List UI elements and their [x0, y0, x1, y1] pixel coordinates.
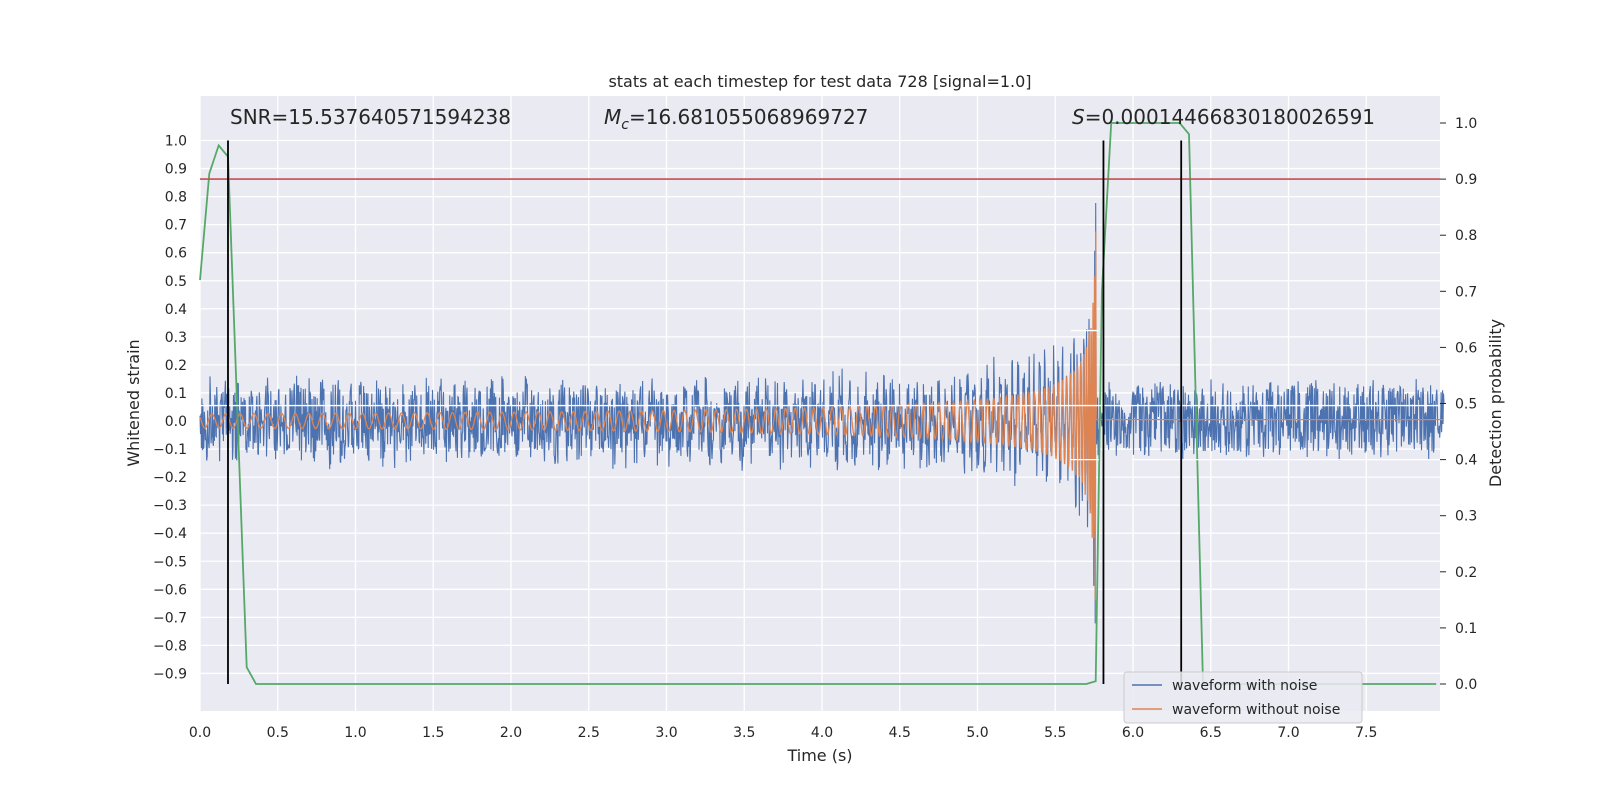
y-axis-label: Whitened strain [124, 339, 143, 466]
y-tick-label-19: −0.9 [153, 666, 187, 682]
probability-line [199, 122, 1437, 685]
y-tick-label-4: 0.6 [165, 246, 187, 262]
x-tick-label-15: 7.5 [1355, 725, 1377, 741]
s-annotation: S=0.00014466830180026591 [1072, 105, 1375, 129]
y-tick-label-1: 0.9 [165, 162, 187, 178]
legend-box [1123, 671, 1363, 724]
x-tick-label-8: 4.0 [811, 725, 833, 741]
x-tick-label-13: 6.5 [1200, 725, 1222, 741]
series-detection-probability [199, 122, 1437, 685]
y2-tick-label-6: 0.4 [1455, 453, 1477, 469]
y2-tick-label-4: 0.6 [1455, 340, 1477, 356]
x-tick-label-11: 5.5 [1044, 725, 1066, 741]
y-axis-ticks: 1.0 0.9 0.8 0.7 0.6 0.5 0.4 0.3 0.2 0.1 0.0 −0.1 −0.… [153, 134, 187, 683]
y-tick-label-0: 1.0 [165, 134, 187, 150]
y2-tick-label-1: 0.9 [1455, 172, 1477, 188]
y-tick-label-6: 0.4 [165, 302, 187, 318]
y-tick-label-7: 0.3 [165, 330, 187, 346]
y-tick-label-9: 0.1 [165, 386, 187, 402]
legend-label-noise: waveform with noise [1172, 678, 1317, 694]
y-tick-label-17: −0.7 [153, 610, 187, 626]
legend-label-clean: waveform without noise [1172, 702, 1340, 718]
x-tick-label-14: 7.0 [1277, 725, 1299, 741]
series-waveform-with-noise [199, 202, 1445, 624]
y-tick-label-16: −0.6 [153, 582, 187, 598]
y2-tick-label-10: 0.0 [1455, 677, 1477, 693]
y-tick-label-18: −0.8 [153, 638, 187, 654]
y2-axis-label: Detection probability [1486, 319, 1505, 487]
s-symbol: S [1072, 105, 1085, 129]
y2-tick-label-5: 0.5 [1455, 397, 1477, 413]
y2-tick-label-3: 0.7 [1455, 284, 1477, 300]
series-waveform-without-noise [199, 231, 1444, 601]
x-tick-label-5: 2.5 [578, 725, 600, 741]
y2-tick-label-7: 0.3 [1455, 509, 1477, 525]
x-tick-label-1: 0.5 [267, 725, 289, 741]
y-tick-label-14: −0.4 [153, 526, 187, 542]
y-tick-label-10: 0.0 [165, 414, 187, 430]
y-tick-label-3: 0.7 [165, 218, 187, 234]
y2-tick-label-2: 0.8 [1455, 228, 1477, 244]
chirp-mass-annotation: Mc=16.681055068969727 [604, 105, 868, 133]
y-tick-label-8: 0.2 [165, 358, 187, 374]
x-tick-label-6: 3.0 [655, 725, 677, 741]
y2-tick-label-9: 0.1 [1455, 621, 1477, 637]
x-tick-label-9: 4.5 [889, 725, 911, 741]
clean-waveform-line [199, 231, 1444, 601]
chirp-mass-value: =16.681055068969727 [629, 105, 868, 129]
x-tick-label-3: 1.5 [422, 725, 444, 741]
chirp-mass-symbol: M [604, 105, 621, 129]
snr-annotation: SNR=15.537640571594238 [230, 105, 511, 129]
x-axis-label: Time (s) [786, 746, 852, 765]
y-tick-label-2: 0.8 [165, 190, 187, 206]
y-tick-label-5: 0.5 [165, 274, 187, 290]
y-tick-label-13: −0.3 [153, 498, 187, 514]
x-tick-label-7: 3.5 [733, 725, 755, 741]
x-tick-label-12: 6.0 [1122, 725, 1144, 741]
reference-lines [200, 140, 1440, 684]
y2-tick-label-0: 1.0 [1455, 116, 1477, 132]
y2-axis-ticks: 1.0 0.9 0.8 0.7 0.6 0.5 0.4 0.3 0.2 0.1 0.0 [1440, 116, 1477, 693]
x-tick-label-10: 5.0 [966, 725, 988, 741]
s-value: =0.00014466830180026591 [1085, 105, 1375, 129]
x-axis-ticks: 0.0 0.5 1.0 1.5 2.0 2.5 3.0 3.5 4.0 4.5 5.0 5.5 6.0 6… [189, 725, 1378, 741]
chirp-mass-subscript: c [621, 117, 629, 133]
legend: waveform with noise waveform without noi… [1123, 671, 1363, 724]
x-tick-label-0: 0.0 [189, 725, 211, 741]
x-tick-label-4: 2.0 [500, 725, 522, 741]
x-tick-label-2: 1.0 [344, 725, 366, 741]
chart-title: stats at each timestep for test data 728… [608, 72, 1031, 91]
y-tick-label-15: −0.5 [153, 554, 187, 570]
noise-waveform-line [199, 202, 1445, 624]
y-tick-label-12: −0.2 [153, 470, 187, 486]
y-tick-label-11: −0.1 [153, 442, 187, 458]
y2-tick-label-8: 0.2 [1455, 565, 1477, 581]
